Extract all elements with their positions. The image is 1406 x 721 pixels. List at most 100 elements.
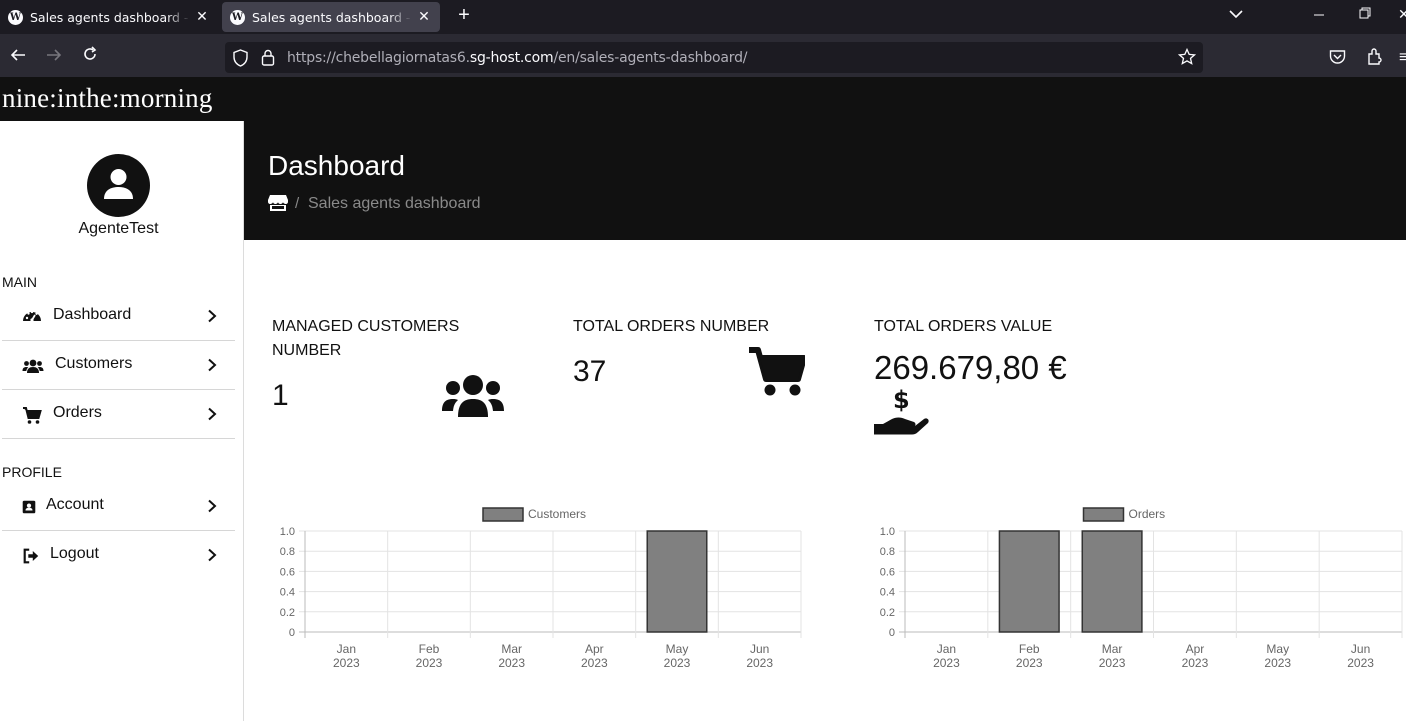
legend-swatch xyxy=(482,507,524,522)
x-tick-label-year: 2023 xyxy=(581,656,608,670)
y-tick-label: 0.4 xyxy=(280,587,295,599)
stat-customers-value: 1 xyxy=(272,379,289,412)
y-tick-label: 1.0 xyxy=(280,526,295,538)
browser-tab[interactable]: W Sales agents dashboard - Nineinthemorn… xyxy=(0,2,218,32)
chevron-right-icon xyxy=(208,548,217,562)
orders-chart: Orders 1.0 0.8 0.6 0.4 0.2 0 Jan 2023 Feb 2023 Mar 2… xyxy=(872,502,1406,677)
sidebar-item-customers[interactable]: Customers xyxy=(2,341,235,390)
x-tick-label-month: Feb xyxy=(1019,642,1040,656)
minimize-icon[interactable] xyxy=(1309,6,1329,22)
sidebar-item-dashboard[interactable]: Dashboard xyxy=(2,292,235,341)
store-icon[interactable] xyxy=(268,194,288,212)
x-tick-label-month: Jan xyxy=(937,642,956,656)
close-icon[interactable]: ✕ xyxy=(418,9,430,25)
x-tick-label-month: Apr xyxy=(585,642,604,656)
x-tick-label-month: Apr xyxy=(1186,642,1205,656)
chevron-right-icon xyxy=(208,499,217,513)
chart-legend[interactable]: Orders xyxy=(1082,507,1166,522)
browser-tab-active[interactable]: W Sales agents dashboard - Nineinthemorn… xyxy=(222,2,440,32)
y-tick-label: 0.2 xyxy=(880,607,895,619)
x-tick-label-year: 2023 xyxy=(1099,656,1126,670)
lock-icon[interactable] xyxy=(261,49,275,71)
gauge-icon xyxy=(23,310,41,322)
customers-chart-svg: Customers1.00.80.60.40.20Jan2023Feb2023M… xyxy=(280,507,802,670)
x-tick-label-month: Jun xyxy=(1351,642,1370,656)
x-tick-label-month: Mar xyxy=(501,642,522,656)
sign-out-icon xyxy=(23,548,39,564)
close-icon[interactable]: ✕ xyxy=(196,9,208,25)
x-tick-label-year: 2023 xyxy=(746,656,773,670)
x-tick-label-year: 2023 xyxy=(498,656,525,670)
x-tick-label-month: May xyxy=(666,642,689,656)
x-tick-label-month: Mar xyxy=(1102,642,1123,656)
x-tick-label-year: 2023 xyxy=(933,656,960,670)
tab-title: Sales agents dashboard - Nineinthemornin… xyxy=(252,9,412,25)
tab-list-chevron-icon[interactable] xyxy=(1226,6,1246,22)
x-tick-label-month: Feb xyxy=(419,642,440,656)
bar[interactable] xyxy=(1081,530,1143,633)
y-tick-label: 0 xyxy=(889,627,895,639)
sidebar-item-label: Orders xyxy=(53,404,102,421)
reload-icon[interactable] xyxy=(79,46,101,68)
pocket-icon[interactable] xyxy=(1329,49,1346,70)
y-tick-label: 1.0 xyxy=(880,526,895,538)
back-arrow-icon[interactable] xyxy=(7,46,29,68)
sidebar-item-label: Logout xyxy=(50,545,99,562)
legend-label: Orders xyxy=(1129,507,1166,521)
bar[interactable] xyxy=(998,530,1060,633)
legend-label: Customers xyxy=(528,507,586,521)
site-header xyxy=(0,77,1406,121)
section-label-main: MAIN xyxy=(2,274,37,290)
chevron-right-icon xyxy=(208,407,217,421)
x-tick-label-year: 2023 xyxy=(1016,656,1043,670)
menu-icon[interactable]: ≡ xyxy=(1399,49,1406,66)
y-tick-label: 0.2 xyxy=(280,607,295,619)
stat-customers-label: MANAGED CUSTOMERS NUMBER xyxy=(272,315,459,363)
sidebar-item-account[interactable]: Account xyxy=(2,482,235,531)
username: AgenteTest xyxy=(78,220,159,237)
stat-label-line: MANAGED CUSTOMERS xyxy=(272,318,460,335)
stat-orders-label: TOTAL ORDERS NUMBER xyxy=(573,318,770,335)
y-tick-label: 0.6 xyxy=(280,566,295,578)
tab-title: Sales agents dashboard - Nineinthemornin… xyxy=(30,9,190,25)
stat-orders-value: 37 xyxy=(573,355,607,388)
url-text[interactable]: https://chebellagiornatas6.sg-host.com/e… xyxy=(287,50,747,66)
users-icon xyxy=(442,375,504,417)
sidebar-item-label: Account xyxy=(46,496,104,513)
x-tick-label-month: Jan xyxy=(337,642,356,656)
svg-text:$: $ xyxy=(893,386,910,414)
new-tab-button[interactable]: + xyxy=(458,4,470,26)
bar[interactable] xyxy=(646,530,708,633)
url-host-prefix: https://chebellagiornatas6. xyxy=(287,50,470,66)
site-logo[interactable]: nine:inthe:morning xyxy=(2,83,213,113)
restore-icon[interactable] xyxy=(1355,6,1375,22)
sidebar-item-logout[interactable]: Logout xyxy=(2,531,235,580)
page-header xyxy=(244,121,1406,240)
y-tick-label: 0.4 xyxy=(880,587,895,599)
y-tick-label: 0.8 xyxy=(880,546,895,558)
id-badge-icon xyxy=(22,500,36,514)
close-window-icon[interactable]: ✕ xyxy=(1398,6,1406,22)
sidebar-item-orders[interactable]: Orders xyxy=(2,390,235,439)
shield-icon[interactable] xyxy=(232,49,249,72)
cart-icon xyxy=(749,347,805,396)
forward-arrow-icon[interactable] xyxy=(43,46,65,68)
y-tick-label: 0.6 xyxy=(880,566,895,578)
extensions-icon[interactable] xyxy=(1366,48,1383,71)
x-tick-label-year: 2023 xyxy=(333,656,360,670)
chevron-right-icon xyxy=(208,309,217,323)
url-bar[interactable] xyxy=(225,42,1203,73)
sidebar xyxy=(0,121,244,721)
chart-legend[interactable]: Customers xyxy=(482,507,586,522)
star-icon[interactable] xyxy=(1177,47,1197,71)
user-icon xyxy=(104,169,133,199)
customers-chart: Customers 1.0 0.8 0.6 0.4 0.2 0 Jan 2023 Feb 2023 M… xyxy=(272,502,812,677)
url-host: sg-host.com xyxy=(469,50,554,66)
sidebar-item-label: Dashboard xyxy=(53,306,132,323)
x-tick-label-year: 2023 xyxy=(416,656,443,670)
stat-label-line: NUMBER xyxy=(272,342,342,359)
legend-swatch xyxy=(1082,507,1125,522)
page-title: Dashboard xyxy=(268,150,405,181)
users-icon xyxy=(22,359,44,373)
section-label-profile: PROFILE xyxy=(2,464,62,480)
